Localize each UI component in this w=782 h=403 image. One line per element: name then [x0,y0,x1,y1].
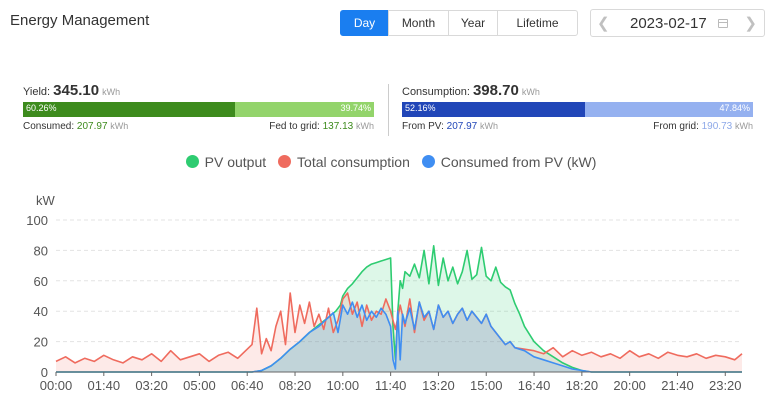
legend-label-pv-output: PV output [204,154,267,170]
y-tick-label: 40 [34,304,48,319]
from-grid-label: From grid: [653,121,699,132]
series-line-pv-output [56,245,742,373]
chart-axes: 0 20 40 60 80 100 00:00 01:40 03:20 05:00 06:40 08:… [26,213,742,393]
y-tick-label: 60 [34,274,48,289]
consumption-value: 398.70 [472,82,519,99]
yield-bar-left-label: 60.26% [26,103,57,113]
y-tick-label: 20 [34,335,48,350]
x-tick-label: 00:00 [40,378,73,393]
consumed-value: 207.97 [76,121,108,132]
chevron-left-icon[interactable]: ❮ [597,15,610,32]
yield-bar: 60.26% 39.74% [23,102,374,117]
from-grid-value: 190.73 [701,121,733,132]
legend-item-consumed-from-pv[interactable]: Consumed from PV (kW) [421,154,597,170]
y-tick-label: 100 [26,213,48,228]
chart-lines [55,245,743,373]
legend-dot-consumed-from-pv [421,155,435,168]
summary-divider [388,84,389,136]
consumption-bar-pv: 52.16% [402,102,586,117]
from-pv-unit: kWh [480,121,499,131]
from-pv-value: 207.97 [446,121,478,132]
chevron-right-icon[interactable]: ❯ [744,15,757,32]
x-tick-label: 16:40 [518,378,551,393]
legend-dot-pv-output [185,155,199,168]
consumption-footer: From PV: 207.97 kWh From grid: 190.73 kW… [402,121,753,135]
x-tick-label: 15:00 [470,378,503,393]
x-tick-label: 21:40 [661,378,694,393]
yield-footer: Consumed: 207.97 kWh Fed to grid: 137.13… [23,121,374,135]
fed-label: Fed to grid: [269,121,320,132]
calendar-icon[interactable] [718,19,728,28]
x-tick-label: 20:00 [613,378,646,393]
y-tick-label: 80 [34,243,48,258]
from-pv-label: From PV: [402,121,444,132]
date-value[interactable]: 2023-02-17 [630,15,707,32]
x-tick-label: 23:20 [709,378,742,393]
tab-month[interactable]: Month [388,10,449,36]
fed-unit: kWh [356,121,374,131]
consumption-bar-right-label: 47.84% [719,103,750,113]
from-grid-unit: kWh [735,121,753,131]
y-axis-title: kW [36,193,55,208]
legend-item-total-consumption[interactable]: Total consumption [278,154,410,170]
fed-value: 137.13 [322,121,354,132]
x-tick-label: 10:00 [327,378,360,393]
yield-unit: kWh [102,87,121,97]
power-chart: 0 20 40 60 80 100 00:00 01:40 03:20 05:00 06:40 08:… [26,213,743,393]
yield-label: Yield: [23,86,51,98]
yield-bar-consumed: 60.26% [23,102,235,117]
legend-dot-total-consumption [278,155,292,168]
consumed-label: Consumed: [23,121,75,132]
legend-label-total-consumption: Total consumption [297,154,410,170]
x-tick-label: 13:20 [422,378,455,393]
x-tick-label: 11:40 [375,378,407,393]
x-tick-label: 03:20 [135,378,168,393]
consumption-bar: 52.16% 47.84% [402,102,753,117]
x-tick-label: 01:40 [88,378,121,393]
yield-bar-fed: 39.74% [234,102,374,117]
tab-year[interactable]: Year [448,10,498,36]
x-tick-label: 05:00 [183,378,216,393]
legend-item-pv-output[interactable]: PV output [185,154,267,170]
period-tabs: Day Month Year Lifetime [340,10,578,36]
consumption-bar-grid: 47.84% [585,102,753,117]
consumed-unit: kWh [110,121,129,131]
yield-value: 345.10 [53,82,100,99]
y-tick-label: 0 [41,365,48,380]
consumption-label: Consumption: [402,86,470,98]
series-line-total-consumption [55,292,743,364]
series-line-consumed-from-pv [56,301,742,373]
yield-summary: Yield: 345.10 kWh 60.26% 39.74% Consumed… [23,82,374,135]
tab-lifetime[interactable]: Lifetime [497,10,578,36]
yield-header: Yield: 345.10 kWh [23,82,374,100]
legend-label-consumed-from-pv: Consumed from PV (kW) [440,154,597,170]
chart-legend: PV output Total consumption Consumed fro… [0,154,782,170]
page-title: Energy Management [10,12,150,29]
x-tick-label: 18:20 [566,378,599,393]
consumption-unit: kWh [521,87,540,97]
tab-day[interactable]: Day [340,10,389,36]
consumption-bar-left-label: 52.16% [405,103,436,113]
consumption-header: Consumption: 398.70 kWh [402,82,753,100]
consumption-summary: Consumption: 398.70 kWh 52.16% 47.84% Fr… [402,82,753,135]
date-picker[interactable]: ❮ 2023-02-17 ❯ [590,9,765,37]
yield-bar-right-label: 39.74% [340,103,371,113]
x-tick-label: 06:40 [231,378,264,393]
x-tick-label: 08:20 [279,378,312,393]
